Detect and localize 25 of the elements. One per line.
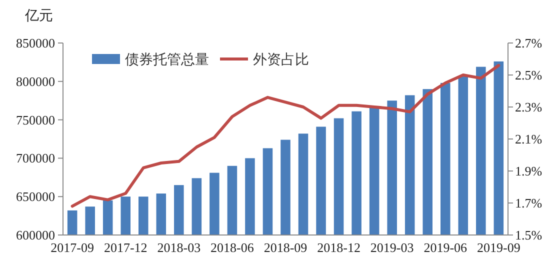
y2-tick-label: 1.5% <box>515 228 542 242</box>
x-tick-label: 2017-09 <box>50 240 94 255</box>
y2-tick-label: 2.7% <box>515 36 542 50</box>
legend-label: 外资占比 <box>253 52 309 68</box>
y2-tick-label: 1.7% <box>515 196 542 210</box>
y-tick-label: 700000 <box>16 150 55 166</box>
y2-tick-label: 1.9% <box>515 164 542 178</box>
x-tick-label: 2019-03 <box>370 240 414 255</box>
x-tick-label: 2018-03 <box>157 240 201 255</box>
x-tick-label: 2018-09 <box>264 240 308 255</box>
y-tick-label: 750000 <box>16 112 55 128</box>
x-tick-label: 2018-06 <box>210 240 254 255</box>
x-tick-label: 2019-06 <box>424 240 468 255</box>
y-tick-label: 650000 <box>16 189 55 204</box>
x-tick-label: 2018-12 <box>317 240 360 255</box>
y-tick-label: 800000 <box>16 74 55 89</box>
y-tick-label: 850000 <box>16 36 55 50</box>
legend-label: 债券托管总量 <box>125 52 209 68</box>
x-tick-label: 2017-12 <box>104 240 148 255</box>
y2-tick-label: 2.1% <box>515 132 542 146</box>
y-tick-label: 600000 <box>16 228 55 242</box>
y-axis-title: 亿元 <box>24 8 53 24</box>
x-tick-label: 2019-09 <box>477 240 520 255</box>
y2-tick-label: 2.3% <box>515 100 542 114</box>
y2-tick-label: 2.5% <box>515 68 542 82</box>
